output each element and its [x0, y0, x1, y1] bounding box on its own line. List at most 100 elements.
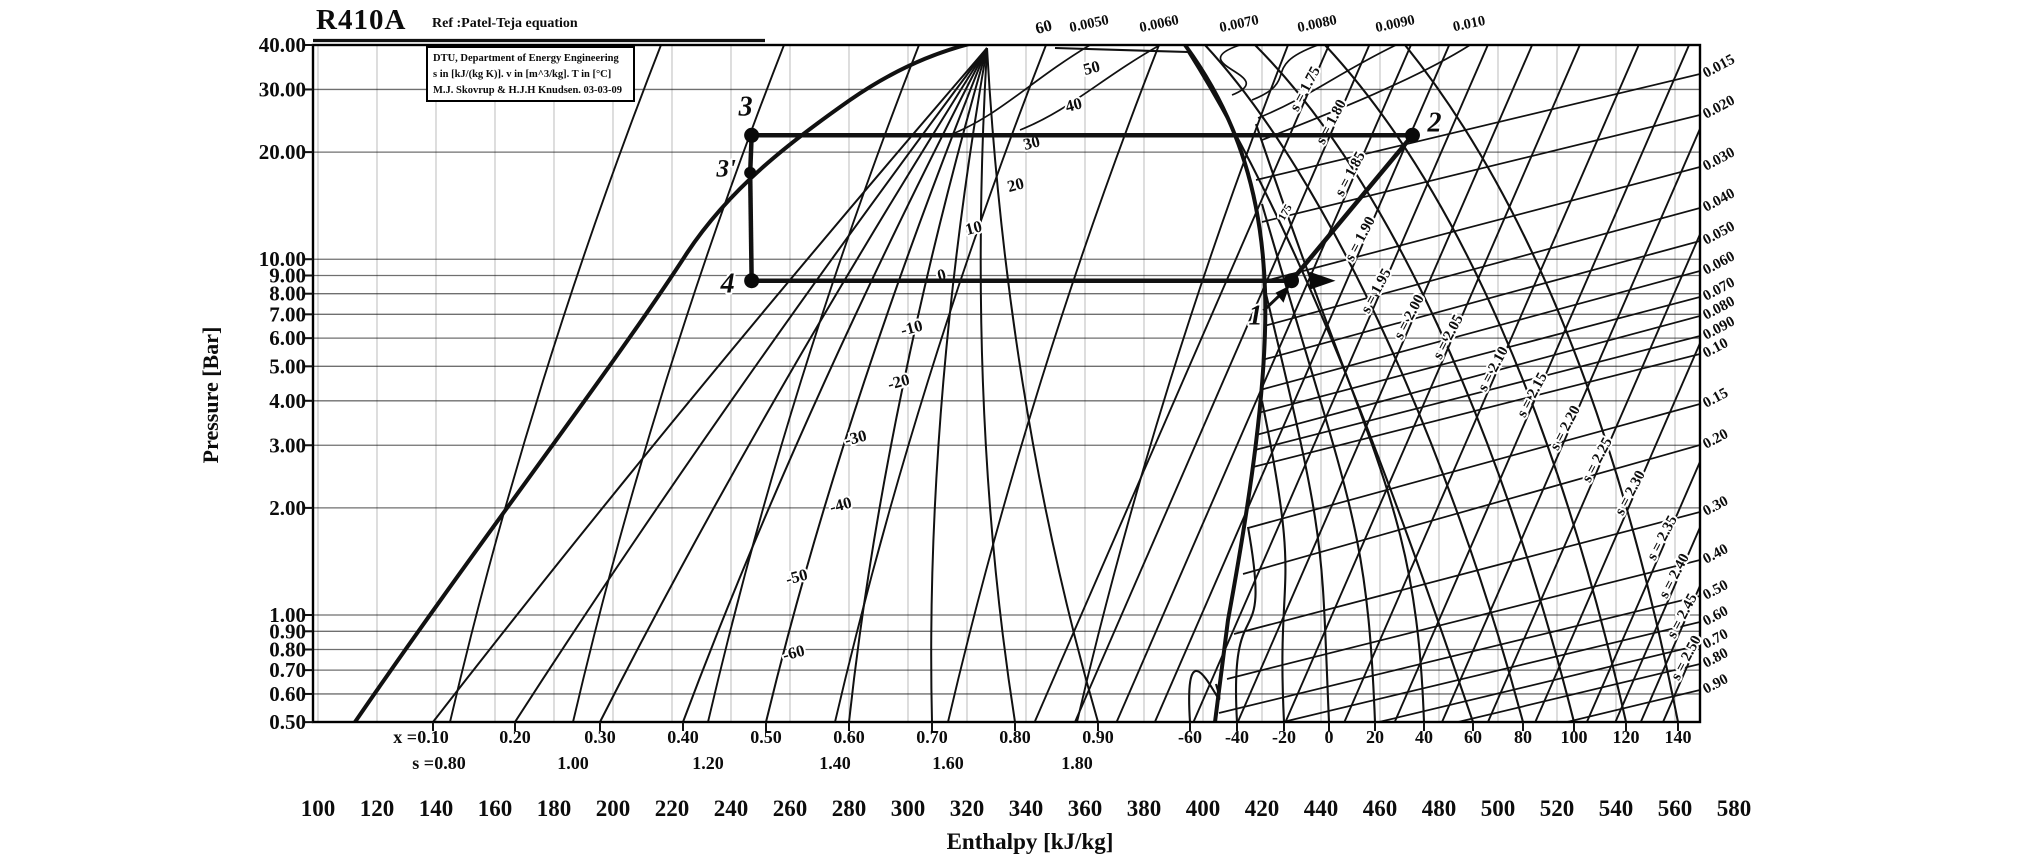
line [1284, 45, 1581, 722]
curve [1260, 400, 1287, 722]
enthalpy-tick-label: 420 [1245, 796, 1280, 821]
temperature-tick-label: 20 [1366, 727, 1384, 747]
temperature-tick-label: 60 [1464, 727, 1482, 747]
enthalpy-tick-label: 320 [950, 796, 985, 821]
pressure-tick-label: 40.00 [259, 33, 306, 57]
cycle-point-3 [744, 127, 760, 143]
pressure-tick-label: 9.00 [269, 263, 306, 287]
line [1289, 133, 1415, 283]
line [1534, 340, 1700, 722]
axis-ticks [303, 44, 1679, 731]
curve [682, 47, 988, 722]
entropy-tick-label: 0.80 [434, 753, 466, 773]
enthalpy-tick-label: 300 [891, 796, 926, 821]
line [1343, 45, 1640, 722]
curve [449, 45, 662, 722]
line [1457, 663, 1700, 722]
curve [1257, 45, 1397, 119]
entropy-tick-label: 1.80 [1061, 753, 1093, 773]
line [1242, 444, 1700, 575]
curve [1204, 45, 1525, 722]
enthalpy-tick-label: 140 [419, 796, 454, 821]
curve [1255, 123, 1426, 722]
line [747, 172, 754, 281]
curve [1183, 45, 1268, 722]
line [1585, 459, 1700, 722]
curve [353, 45, 973, 722]
pressure-tick-label: 0.80 [269, 637, 306, 661]
enthalpy-tick-label: 540 [1599, 796, 1634, 821]
pressure-tick-label: 20.00 [259, 140, 306, 164]
quality-tick-label: 0.90 [1082, 727, 1114, 747]
enthalpy-tick-label: 480 [1422, 796, 1457, 821]
entropy-tick-label: 1.20 [692, 753, 724, 773]
cycle-point-3' [744, 166, 757, 179]
info-line-2: s in [kJ/(kg K)]. v in [m^3/kg]. T in [°… [433, 68, 612, 80]
enthalpy-tick-label: 280 [832, 796, 867, 821]
line [1393, 45, 1690, 722]
refrigeration-cycle [744, 127, 1420, 312]
enthalpy-tick-label: 200 [596, 796, 631, 821]
line [1487, 231, 1700, 722]
curve [1261, 45, 1471, 141]
quality-tick-label: 0.20 [499, 727, 531, 747]
line [1566, 689, 1700, 722]
line [1259, 270, 1700, 391]
line [1226, 559, 1700, 680]
entropy-tick-label: 1.00 [557, 753, 589, 773]
curve [1260, 203, 1377, 722]
line [1257, 296, 1700, 414]
temperature-tick-label: 40 [1415, 727, 1433, 747]
chart-reference: Ref :Patel-Teja equation [432, 16, 578, 31]
temperature-tick-label: 120 [1613, 727, 1640, 747]
pressure-tick-label: 0.90 [269, 619, 306, 643]
curve [947, 45, 1160, 722]
enthalpy-tick-label: 380 [1127, 796, 1162, 821]
curve [1076, 45, 1289, 722]
curve [834, 45, 1047, 722]
curve [707, 45, 920, 722]
pressure-tick-label: 5.00 [269, 354, 306, 378]
line [1247, 403, 1700, 529]
enthalpy-tick-label: 500 [1481, 796, 1516, 821]
line [1261, 114, 1700, 223]
pressure-tick-label: 0.50 [269, 710, 306, 734]
temperature-tick-label: 0 [1325, 727, 1334, 747]
line [1261, 240, 1700, 361]
line [1639, 583, 1700, 722]
info-line-3: M.J. Skovrup & H.J.H Knudsen. 03-03-09 [433, 84, 623, 96]
cycle-label-3: 3 [738, 91, 753, 122]
temperature-tick-label: -20 [1272, 727, 1296, 747]
enthalpy-tick-label: 220 [655, 796, 690, 821]
quality-tick-label: 0.60 [833, 727, 865, 747]
quality-tick-label: 0.80 [999, 727, 1031, 747]
line [1264, 166, 1700, 282]
pressure-tick-label: 8.00 [269, 282, 306, 306]
pressure-tick-label: 1.00 [269, 603, 306, 627]
cycle-point-4 [744, 273, 760, 289]
cycle-point-2 [1404, 127, 1420, 143]
temperature-tick-label: -40 [1225, 727, 1249, 747]
line [1254, 335, 1700, 451]
info-line-1: DTU, Department of Energy Engineering [433, 53, 619, 64]
curve [930, 47, 988, 722]
temperature-tick-label: 100 [1561, 727, 1588, 747]
pressure-tick-label: 4.00 [269, 389, 306, 413]
enthalpy-tick-label: 100 [301, 796, 336, 821]
entropy-tick-label: 1.40 [819, 753, 851, 773]
line [1218, 595, 1700, 714]
enthalpy-tick-label: 340 [1009, 796, 1044, 821]
info-box: DTU, Department of Energy Engineering s … [426, 46, 635, 103]
cycle-label-1: 1 [1249, 301, 1263, 332]
pressure-tick-label: 30.00 [259, 77, 306, 101]
temperature-tick-label: 80 [1514, 727, 1532, 747]
temperature-tick-label: 140 [1665, 727, 1692, 747]
chart-title: R410A [316, 4, 407, 36]
curve [1219, 45, 1248, 96]
cycle-label-2: 2 [1426, 107, 1441, 138]
enthalpy-tick-label: 180 [537, 796, 572, 821]
enthalpy-tick-label: 560 [1658, 796, 1693, 821]
curve [979, 47, 1016, 722]
